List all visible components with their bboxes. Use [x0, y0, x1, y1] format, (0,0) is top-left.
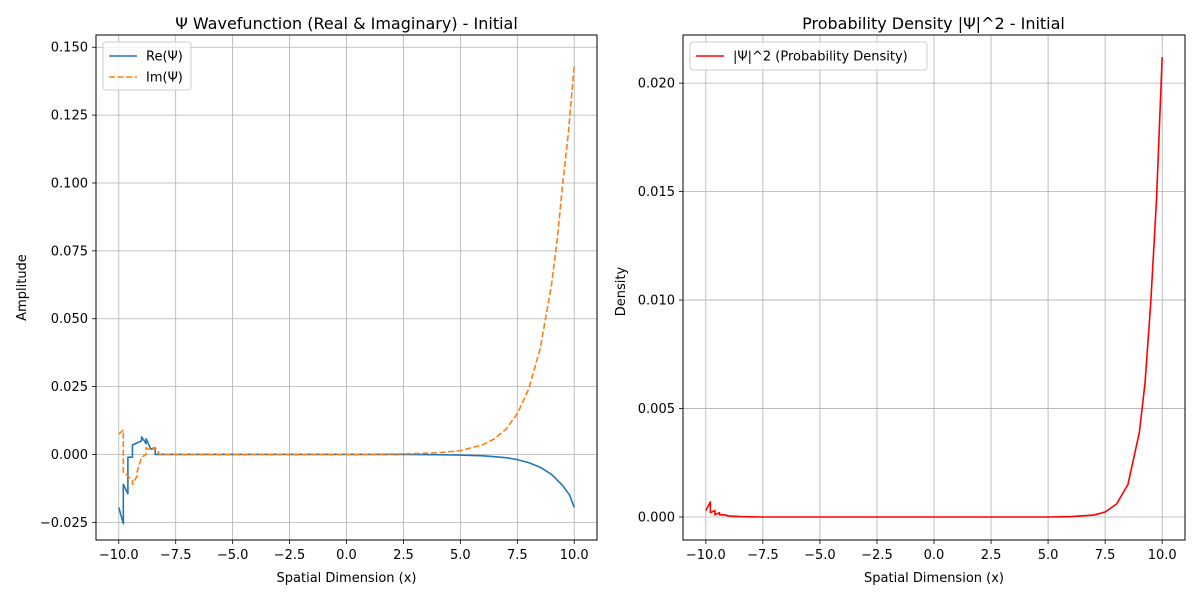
- density-plot-lines: [705, 57, 1163, 518]
- wavefunction-legend: Re(Ψ) Im(Ψ): [102, 41, 192, 91]
- wavefunction-x-tick-label: −10.0: [99, 548, 139, 563]
- wavefunction-x-axis-label: Spatial Dimension (x): [277, 571, 417, 586]
- density-x-tick-label: 0.0: [924, 548, 945, 563]
- wavefunction-x-tick-label: 7.5: [507, 548, 528, 563]
- wavefunction-x-tick-label: −2.5: [274, 548, 306, 563]
- legend-label-re: Re(Ψ): [146, 50, 183, 65]
- wavefunction-y-tick-label: −0.025: [40, 516, 88, 531]
- density-x-tick-label: −5.0: [804, 548, 836, 563]
- legend-label-density: |Ψ|^2 (Probability Density): [733, 50, 908, 65]
- wavefunction-plot-lines: [117, 64, 576, 525]
- density-ticks: −10.0 −7.5 −5.0 −2.5 0.0 2.5 5.0 7.5 10.0 0.000 0.…: [638, 77, 1177, 563]
- wavefunction-y-tick-label: 0.125: [51, 109, 88, 124]
- density-y-tick-label: 0.020: [638, 77, 675, 92]
- density-legend-box: [689, 41, 928, 71]
- density-y-tick-label: 0.015: [638, 185, 675, 200]
- wavefunction-y-tick-label: 0.025: [51, 380, 88, 395]
- wavefunction-x-tick-label: 2.5: [393, 548, 414, 563]
- wavefunction-y-tick-label: 0.000: [51, 448, 88, 463]
- wavefunction-x-tick-label: 10.0: [560, 548, 589, 563]
- wavefunction-y-tick-label: 0.075: [51, 244, 88, 259]
- density-x-tick-label: 2.5: [981, 548, 1002, 563]
- wavefunction-chart: Ψ Wavefunction (Real & Imaginary) - Init…: [15, 14, 598, 586]
- density-legend: |Ψ|^2 (Probability Density): [689, 41, 928, 71]
- density-grid: [683, 35, 1185, 540]
- wavefunction-y-axis-label: Amplitude: [15, 254, 30, 321]
- density-x-tick-label: −7.5: [747, 548, 779, 563]
- density-series-line-0: [705, 57, 1163, 518]
- density-x-tick-label: 5.0: [1038, 548, 1059, 563]
- density-chart: Probability Density |Ψ|^2 - Initial −10.…: [614, 14, 1186, 586]
- density-y-tick-label: 0.005: [638, 402, 675, 417]
- wavefunction-ticks: −10.0 −7.5 −5.0 −2.5 0.0 2.5 5.0 7.5 10.0 −0.025 0…: [40, 41, 589, 563]
- wavefunction-grid: [96, 35, 597, 540]
- wavefunction-x-tick-label: 5.0: [450, 548, 471, 563]
- wavefunction-y-tick-label: 0.050: [51, 312, 88, 327]
- wavefunction-legend-box: [102, 41, 192, 91]
- density-x-tick-label: 10.0: [1148, 548, 1177, 563]
- density-y-axis-label: Density: [614, 266, 629, 316]
- wavefunction-y-tick-label: 0.150: [51, 41, 88, 56]
- wavefunction-x-tick-label: −7.5: [160, 548, 192, 563]
- density-x-tick-label: −10.0: [686, 548, 726, 563]
- density-chart-title: Probability Density |Ψ|^2 - Initial: [802, 14, 1065, 33]
- density-x-tick-label: −2.5: [861, 548, 893, 563]
- density-x-tick-label: 7.5: [1095, 548, 1116, 563]
- density-x-axis-label: Spatial Dimension (x): [864, 571, 1004, 586]
- legend-label-im: Im(Ψ): [146, 71, 183, 86]
- density-y-tick-label: 0.000: [638, 511, 675, 526]
- wavefunction-x-tick-label: −5.0: [217, 548, 249, 563]
- wavefunction-chart-title: Ψ Wavefunction (Real & Imaginary) - Init…: [175, 14, 518, 33]
- wavefunction-y-tick-label: 0.100: [51, 176, 88, 191]
- wavefunction-series-line-1: [118, 64, 576, 486]
- density-y-tick-label: 0.010: [638, 294, 675, 309]
- wavefunction-x-tick-label: 0.0: [336, 548, 357, 563]
